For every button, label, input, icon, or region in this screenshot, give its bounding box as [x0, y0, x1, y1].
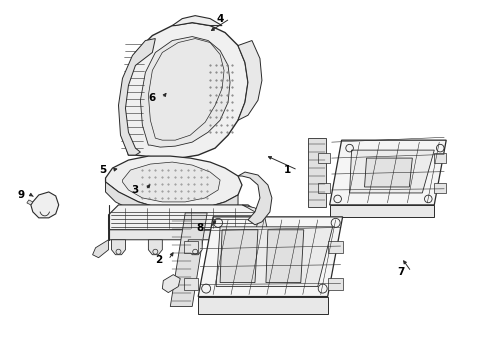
Text: 4: 4: [216, 14, 224, 24]
Text: 1: 1: [284, 165, 291, 175]
Polygon shape: [27, 200, 33, 205]
Polygon shape: [108, 205, 258, 230]
Polygon shape: [307, 138, 325, 207]
Polygon shape: [140, 37, 229, 147]
Text: 7: 7: [397, 267, 404, 276]
Polygon shape: [349, 150, 433, 193]
Polygon shape: [31, 192, 59, 218]
Text: 2: 2: [154, 255, 162, 265]
Polygon shape: [105, 156, 242, 210]
Polygon shape: [238, 41, 262, 120]
Polygon shape: [172, 15, 222, 26]
Polygon shape: [111, 240, 125, 255]
Polygon shape: [329, 205, 433, 217]
Polygon shape: [184, 278, 198, 289]
Polygon shape: [327, 241, 342, 253]
Text: 5: 5: [99, 165, 106, 175]
Polygon shape: [188, 240, 202, 255]
Text: 8: 8: [196, 223, 203, 233]
Polygon shape: [198, 297, 327, 315]
Polygon shape: [92, 240, 108, 258]
Polygon shape: [265, 230, 303, 283]
Polygon shape: [198, 217, 342, 297]
Polygon shape: [184, 241, 198, 253]
Polygon shape: [238, 172, 271, 225]
Polygon shape: [118, 39, 155, 155]
Text: 3: 3: [132, 185, 139, 195]
Polygon shape: [433, 153, 446, 163]
Polygon shape: [105, 182, 238, 220]
Polygon shape: [220, 230, 258, 283]
Polygon shape: [242, 205, 267, 248]
Polygon shape: [364, 158, 411, 187]
Polygon shape: [108, 230, 258, 248]
Polygon shape: [327, 278, 342, 289]
Polygon shape: [317, 153, 329, 163]
Polygon shape: [162, 275, 180, 293]
Text: 6: 6: [148, 93, 156, 103]
Polygon shape: [227, 240, 242, 255]
Polygon shape: [170, 213, 207, 306]
Polygon shape: [216, 227, 332, 287]
Polygon shape: [120, 23, 247, 158]
Polygon shape: [329, 140, 446, 205]
Text: 9: 9: [17, 190, 24, 200]
Polygon shape: [317, 183, 329, 193]
Polygon shape: [433, 183, 446, 193]
Polygon shape: [122, 162, 220, 202]
Polygon shape: [148, 240, 162, 255]
